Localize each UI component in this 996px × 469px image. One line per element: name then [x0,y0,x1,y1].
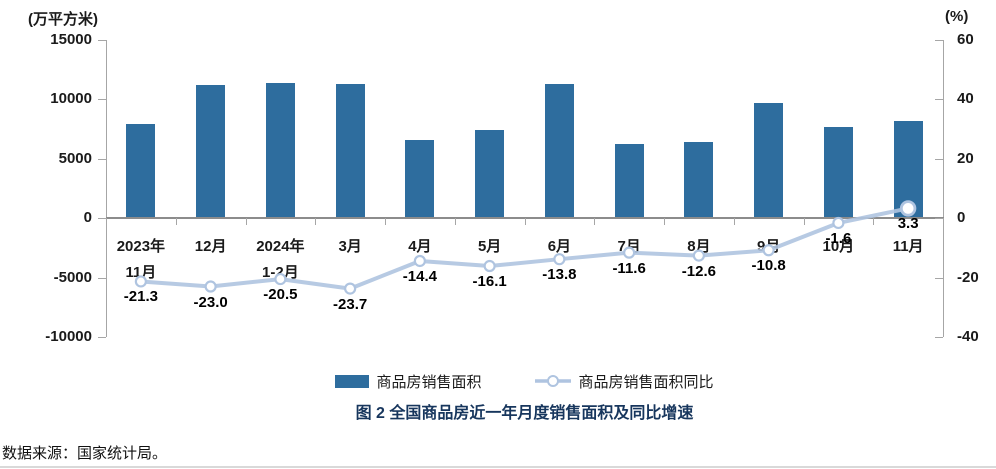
left-axis-tick-label: -5000 [53,268,92,286]
right-axis-tick [935,218,943,220]
left-axis-tick-label: 0 [83,209,92,227]
yoy-data-label-7月: -11.6 [612,259,646,277]
bar-5月 [475,130,505,219]
bar-11月 [893,120,923,219]
left-axis-tick [98,40,106,41]
right-axis-unit-label: (%) [945,8,969,25]
yoy-data-label-9月: -10.8 [751,257,786,275]
x-axis-tick [106,218,107,226]
yoy-data-label-2023年11月: -21.3 [123,288,158,306]
legend: 商品房销售面积 商品房销售面积同比 [106,370,943,392]
bar-6月 [544,84,574,219]
right-axis-tick [935,158,943,160]
right-axis-tick-label: -20 [957,268,979,286]
x-axis-tick [175,218,177,226]
left-axis-tick [98,99,106,101]
left-axis-tick [98,337,106,338]
x-axis-tick [733,218,735,226]
right-axis-tick-label: 0 [957,209,966,227]
bar-series-swatch-icon [335,374,370,388]
left-axis-unit-label: (万平方米) [28,11,98,28]
right-axis-tick [935,337,943,338]
right-axis-tick [935,40,943,41]
line-marker-12月 [204,280,217,293]
left-axis-tick-label: 10000 [50,90,92,108]
yoy-data-label-6月: -13.8 [542,266,577,284]
line-marker-3月 [344,282,357,295]
right-axis-tick [935,277,943,279]
yoy-data-label-8月: -12.6 [681,262,716,280]
right-axis-tick [935,99,943,101]
yoy-data-label-2024年1-2月: -20.5 [263,286,298,304]
legend-label-yoy: 商品房销售面积同比 [578,373,714,391]
x-axis-tick [315,218,317,226]
left-axis-tick [98,218,106,220]
chart-title: 图 2 全国商品房近一年月度销售面积及同比增速 [355,405,694,422]
right-axis-line [943,40,944,337]
yoy-data-label-10月: -1.6 [825,229,852,247]
bar-7月 [614,144,644,219]
yoy-data-label-4月: -14.4 [402,267,437,285]
right-axis-tick-label: -40 [957,328,979,345]
left-axis-tick [98,158,106,160]
bar-8月 [684,141,714,219]
left-axis-tick-label: -10000 [45,328,92,345]
x-axis-tick [385,218,386,226]
left-axis-line [106,40,107,337]
line-series-swatch-icon [534,374,572,388]
right-axis-tick-label: 20 [957,149,974,167]
x-axis-tick [524,218,526,226]
x-axis-tick [803,218,805,226]
bar-4月 [405,140,435,219]
right-axis-tick-label: 40 [957,90,974,108]
bar-9月 [754,103,784,219]
data-source-note: 数据来源：国家统计局。 [2,446,168,462]
x-axis-tick [594,218,596,226]
bar-2024年1-2月 [265,82,295,219]
bar-3月 [335,83,365,219]
legend-label-sales-area: 商品房销售面积 [376,373,482,391]
left-axis-tick-label: 5000 [58,149,92,167]
bar-10月 [823,127,853,219]
x-axis-tick [943,218,944,226]
legend-item-yoy: 商品房销售面积同比 [534,371,714,392]
x-axis-tick [245,218,247,226]
yoy-data-label-5月: -16.1 [472,273,507,291]
yoy-data-label-11月: 3.3 [897,215,919,233]
left-axis-tick-label: 15000 [50,31,92,48]
legend-item-sales-area: 商品房销售面积 [335,371,482,392]
x-axis-tick [664,218,665,226]
bottom-divider [0,466,996,468]
yoy-data-label-3月: -23.7 [333,295,368,313]
line-marker-5月 [483,259,496,273]
line-swatch-glyph [534,375,571,387]
bar-12月 [196,84,226,219]
right-axis-tick-label: 60 [957,31,974,48]
left-axis-tick [98,277,106,279]
bar-2023年11月 [126,124,156,219]
x-axis-tick [454,218,456,226]
yoy-data-label-12月: -23.0 [193,293,228,311]
line-marker-10月 [832,216,845,230]
